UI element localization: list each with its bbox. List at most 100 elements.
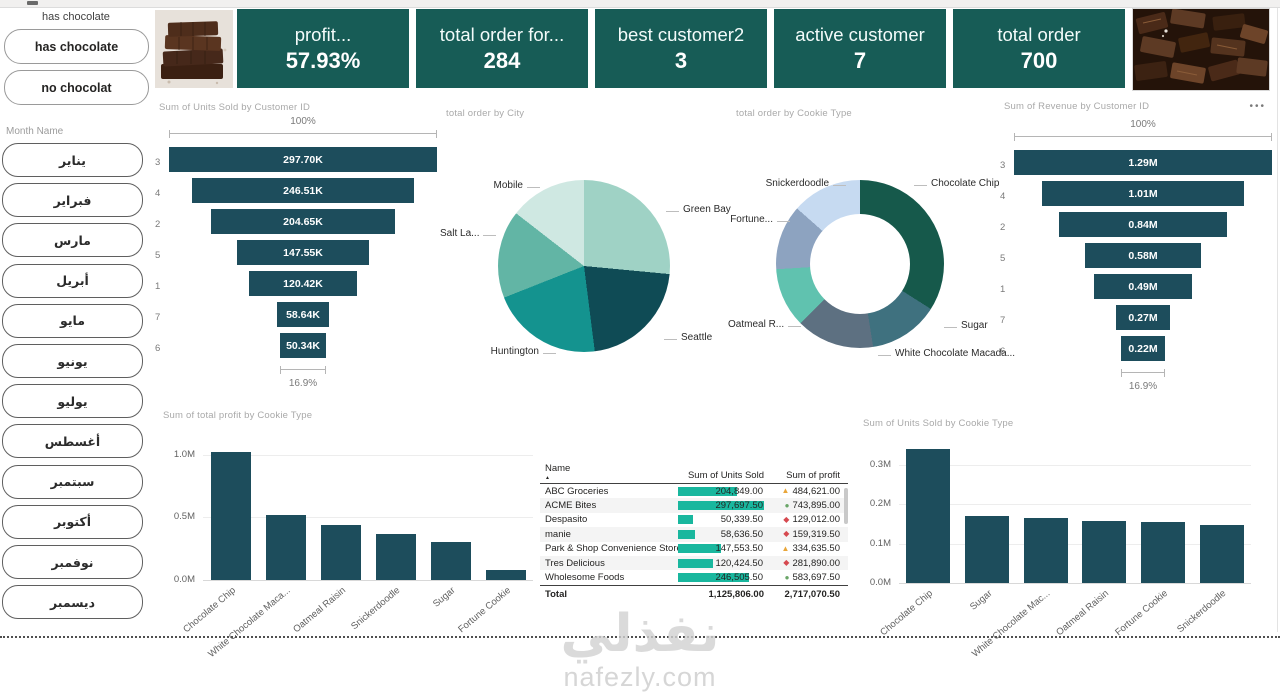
- bar-2[interactable]: [1023, 517, 1068, 583]
- funnel-row-area: 0.22M: [1014, 336, 1272, 367]
- month-option-6[interactable]: يوليو: [2, 384, 143, 419]
- bar-units: Sum of Units Sold by Cookie Type 0.0M 0.1…: [853, 405, 1277, 660]
- funnel-bar-3[interactable]: 1.29M: [1014, 150, 1272, 175]
- month-option-1[interactable]: فبراير: [2, 183, 143, 218]
- table-row[interactable]: Despasito 50,339.50 ◆ 129,012.00: [540, 513, 848, 527]
- month-option-10[interactable]: نوفمبر: [2, 545, 143, 579]
- diamond-status-icon: ◆: [783, 529, 790, 539]
- funnel-row-area: 0.58M: [1014, 243, 1272, 274]
- has-chocolate-option-0[interactable]: has chocolate: [4, 29, 149, 64]
- funnel-bar-7[interactable]: 0.27M: [1116, 305, 1170, 330]
- month-option-3[interactable]: أبريل: [2, 263, 143, 298]
- triangle-status-icon: ▲: [781, 486, 790, 496]
- month-option-7[interactable]: أغسطس: [2, 424, 143, 459]
- bar-0[interactable]: [906, 448, 951, 583]
- units-data-bar: [678, 544, 721, 554]
- funnel-row-area: 1.29M: [1014, 150, 1272, 181]
- month-option-9[interactable]: أكتوبر: [2, 504, 143, 539]
- funnel-row-area: 1.01M: [1014, 181, 1272, 212]
- funnel-bar-2[interactable]: 0.84M: [1059, 212, 1227, 237]
- cell-units: 120,424.50: [678, 558, 764, 569]
- pie-chart-circle[interactable]: [498, 180, 670, 352]
- sort-ascending-icon[interactable]: ▲: [545, 475, 550, 481]
- more-options-icon[interactable]: •••: [1249, 101, 1266, 112]
- donut-cookie: total order by Cookie Type Chocolate Chi…: [728, 100, 1015, 400]
- funnel-bar-4[interactable]: 246.51K: [192, 178, 414, 203]
- kpi-card-1[interactable]: total order for... 284: [416, 9, 588, 88]
- funnel-bar-6[interactable]: 0.22M: [1121, 336, 1165, 361]
- bar-3[interactable]: [375, 533, 416, 580]
- bar-2[interactable]: [320, 524, 361, 580]
- slice-label: White Chocolate Macada...: [878, 348, 1015, 360]
- table-row[interactable]: ABC Groceries 204,849.00 ▲ 484,621.00: [540, 484, 848, 498]
- kpi-card-2[interactable]: best customer2 3: [595, 9, 767, 88]
- table-row[interactable]: ACME Bites 297,697.50 ● 743,895.00: [540, 498, 848, 513]
- funnel-category-label: 6: [1000, 346, 1006, 357]
- kpi-label: best customer2: [617, 23, 745, 45]
- funnel-revenue: Sum of Revenue by Customer ID ••• 100% 3 1…: [1000, 95, 1278, 413]
- funnel-bar-3[interactable]: 297.70K: [169, 147, 437, 172]
- chart-title: total order by City: [446, 108, 525, 119]
- y-axis-tick-label: 0.2M: [869, 498, 891, 510]
- table-row[interactable]: Wholesome Foods 246,505.50 ● 583,697.50: [540, 570, 848, 584]
- kpi-card-4[interactable]: total order 700: [953, 9, 1125, 88]
- funnel-row-area: 100%: [1014, 119, 1272, 133]
- cell-profit: ● 743,895.00: [768, 500, 840, 511]
- funnel-category-label: 4: [1000, 191, 1006, 202]
- month-option-5[interactable]: يونيو: [2, 344, 143, 378]
- cell-name: Wholesome Foods: [545, 572, 625, 584]
- y-axis-tick-label: 0.3M: [869, 458, 891, 470]
- funnel-row-area: [1014, 367, 1272, 381]
- kpi-card-3[interactable]: active customer 7: [774, 9, 946, 88]
- gridline: [203, 517, 533, 519]
- month-option-8[interactable]: سبتمبر: [2, 464, 143, 499]
- bar-4[interactable]: [1141, 521, 1185, 583]
- bar-0[interactable]: [210, 452, 251, 580]
- month-option-2[interactable]: مارس: [2, 223, 143, 258]
- has-chocolate-option-1[interactable]: no chocolat: [4, 70, 149, 105]
- bar-4[interactable]: [430, 542, 471, 580]
- funnel-top-bracket: [169, 130, 437, 138]
- column-header-name[interactable]: Name ▲: [545, 463, 678, 481]
- units-value: 58,636.50: [720, 528, 763, 540]
- selection-dotted-line: [0, 636, 1280, 638]
- table-row[interactable]: manie 58,636.50 ◆ 159,319.50: [540, 527, 848, 542]
- funnel-category-label: 4: [155, 188, 161, 199]
- funnel-bar-5[interactable]: 0.58M: [1085, 243, 1201, 268]
- watermark-logo: نفذلي: [560, 604, 720, 664]
- bar-1[interactable]: [265, 514, 306, 580]
- funnel-bar-2[interactable]: 204.65K: [210, 209, 396, 234]
- slice-label: Chocolate Chip: [914, 178, 999, 190]
- month-option-0[interactable]: يناير: [2, 143, 143, 177]
- column-header-profit[interactable]: Sum of profit: [786, 470, 840, 481]
- month-option-4[interactable]: مايو: [2, 303, 143, 338]
- bar-5[interactable]: [1199, 524, 1244, 583]
- table-scrollbar[interactable]: [844, 488, 848, 524]
- column-header-units[interactable]: Sum of Units Sold: [687, 470, 764, 481]
- funnel-bar-1[interactable]: 120.42K: [248, 271, 358, 296]
- month-option-11[interactable]: ديسمبر: [2, 585, 143, 620]
- funnel-row-area: 50.34K: [169, 333, 437, 364]
- funnel-bar-4[interactable]: 1.01M: [1042, 181, 1244, 206]
- funnel-bar-7[interactable]: 58.64K: [276, 302, 330, 327]
- cell-profit: ◆ 129,012.00: [768, 514, 840, 525]
- kpi-value: 700: [1020, 47, 1058, 73]
- table-row[interactable]: Park & Shop Convenience Stores 147,553.50…: [540, 542, 848, 556]
- funnel-bar-6[interactable]: 50.34K: [280, 333, 326, 358]
- funnel-category-label: [1000, 367, 1014, 381]
- funnel-category-label: 3: [1000, 160, 1006, 171]
- funnel-category-label: 7: [1000, 315, 1006, 326]
- funnel-bar-1[interactable]: 0.49M: [1094, 274, 1192, 299]
- bar-3[interactable]: [1082, 520, 1127, 583]
- kpi-card-0[interactable]: profit... 57.93%: [237, 9, 409, 88]
- bar-5[interactable]: [485, 569, 526, 580]
- funnel-bar-5[interactable]: 147.55K: [236, 240, 370, 265]
- funnel-scale-top-label: 100%: [1130, 119, 1156, 130]
- table-row[interactable]: Tres Delicious 120,424.50 ◆ 281,890.00: [540, 555, 848, 571]
- slice-label: Huntington: [440, 346, 556, 358]
- bar-1[interactable]: [965, 515, 1009, 583]
